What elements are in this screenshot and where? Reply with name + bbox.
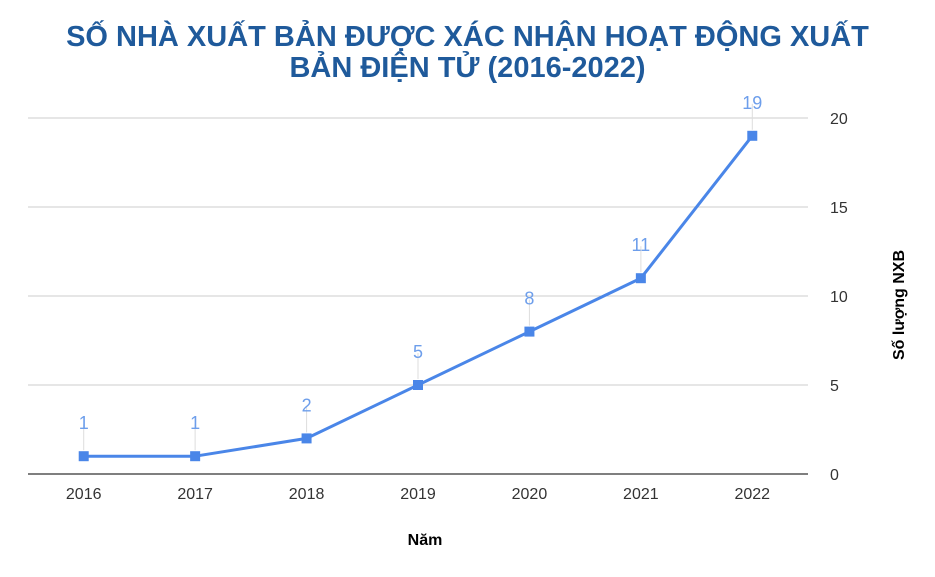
y-tick-label: 20 bbox=[830, 111, 848, 128]
data-point bbox=[635, 273, 646, 284]
data-label: 2 bbox=[302, 395, 312, 415]
x-axis-ticks: 2016 2017 2018 2019 2020 2021 2022 bbox=[66, 486, 770, 503]
data-label: 1 bbox=[79, 413, 89, 433]
data-label: 8 bbox=[524, 289, 534, 309]
chart-title: SỐ NHÀ XUẤT BẢN ĐƯỢC XÁC NHẬN HOẠT ĐỘNG … bbox=[0, 22, 935, 84]
x-axis-title: Năm bbox=[408, 532, 443, 549]
gridlines bbox=[28, 117, 808, 475]
y-tick-label: 0 bbox=[830, 467, 839, 484]
y-tick-label: 15 bbox=[830, 200, 848, 217]
y-axis-ticks: 0 5 10 15 20 bbox=[830, 111, 848, 484]
x-tick-label: 2021 bbox=[623, 486, 659, 503]
data-point bbox=[78, 451, 89, 462]
chart-title-line-1: SỐ NHÀ XUẤT BẢN ĐƯỢC XÁC NHẬN HOẠT ĐỘNG … bbox=[66, 21, 869, 53]
data-label: 5 bbox=[413, 342, 423, 362]
x-tick-label: 2016 bbox=[66, 486, 102, 503]
data-point bbox=[747, 130, 758, 141]
x-tick-label: 2022 bbox=[734, 486, 770, 503]
x-tick-label: 2019 bbox=[400, 486, 436, 503]
y-axis-title: Số lượng NXB bbox=[891, 250, 908, 360]
x-tick-label: 2020 bbox=[512, 486, 548, 503]
series-layer bbox=[78, 130, 758, 462]
data-point bbox=[524, 326, 535, 337]
x-tick-label: 2018 bbox=[289, 486, 325, 503]
data-label: 19 bbox=[742, 93, 762, 113]
data-label: 1 bbox=[190, 413, 200, 433]
chart-title-line-2: BẢN ĐIỆN TỬ (2016-2022) bbox=[289, 52, 646, 84]
data-point bbox=[413, 380, 423, 390]
x-tick-label: 2017 bbox=[177, 486, 213, 503]
data-label: 11 bbox=[632, 235, 651, 255]
y-tick-label: 10 bbox=[830, 289, 848, 306]
data-point bbox=[190, 451, 201, 462]
data-point bbox=[301, 433, 312, 444]
y-tick-label: 5 bbox=[830, 378, 839, 395]
